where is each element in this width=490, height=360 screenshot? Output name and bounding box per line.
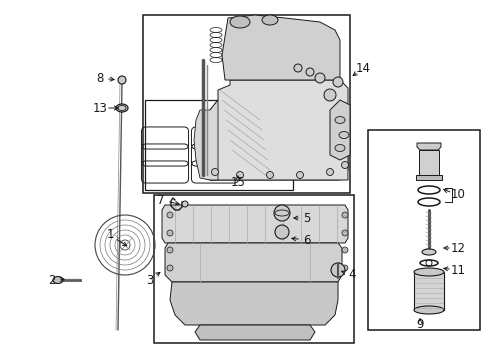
Ellipse shape — [414, 268, 444, 276]
Circle shape — [294, 64, 302, 72]
Polygon shape — [419, 150, 439, 175]
Polygon shape — [417, 143, 441, 150]
Bar — [154, 195, 354, 343]
Ellipse shape — [335, 117, 345, 123]
Bar — [368, 130, 480, 330]
Ellipse shape — [335, 144, 345, 152]
Circle shape — [306, 68, 314, 76]
Text: 11: 11 — [450, 264, 465, 276]
Text: 8: 8 — [97, 72, 104, 85]
Circle shape — [167, 247, 173, 253]
Circle shape — [326, 168, 334, 175]
Circle shape — [315, 73, 325, 83]
Text: 12: 12 — [450, 242, 465, 255]
Circle shape — [342, 162, 348, 168]
Polygon shape — [330, 100, 350, 160]
Circle shape — [182, 201, 188, 207]
Ellipse shape — [53, 276, 63, 284]
Circle shape — [342, 230, 348, 236]
Text: 10: 10 — [451, 189, 465, 202]
Circle shape — [167, 212, 173, 218]
Text: 13: 13 — [93, 102, 107, 114]
Polygon shape — [210, 80, 348, 180]
Ellipse shape — [339, 131, 349, 139]
Polygon shape — [416, 175, 442, 180]
Bar — [143, 15, 350, 193]
Circle shape — [275, 225, 289, 239]
Ellipse shape — [116, 104, 128, 112]
Text: 7: 7 — [157, 194, 165, 207]
Text: 1: 1 — [106, 229, 114, 242]
Text: 15: 15 — [231, 176, 245, 189]
Circle shape — [212, 168, 219, 175]
Text: 4: 4 — [348, 269, 356, 282]
Circle shape — [237, 171, 244, 179]
Text: 6: 6 — [303, 234, 311, 247]
Circle shape — [167, 230, 173, 236]
Polygon shape — [222, 15, 340, 80]
Ellipse shape — [230, 16, 250, 28]
Text: 9: 9 — [416, 319, 424, 332]
Circle shape — [118, 76, 126, 84]
Polygon shape — [162, 205, 348, 243]
Bar — [145, 100, 293, 190]
Circle shape — [342, 212, 348, 218]
Polygon shape — [194, 100, 218, 180]
Text: 3: 3 — [147, 274, 154, 287]
Ellipse shape — [262, 15, 278, 25]
Circle shape — [342, 265, 348, 271]
Ellipse shape — [414, 306, 444, 314]
Circle shape — [296, 171, 303, 179]
Polygon shape — [200, 155, 348, 180]
Text: 2: 2 — [48, 274, 56, 287]
Circle shape — [324, 89, 336, 101]
Circle shape — [267, 171, 273, 179]
Polygon shape — [414, 272, 444, 310]
Text: 14: 14 — [356, 62, 370, 75]
Circle shape — [342, 247, 348, 253]
Polygon shape — [165, 243, 342, 282]
Polygon shape — [195, 325, 315, 340]
Polygon shape — [170, 282, 338, 325]
Text: 5: 5 — [303, 211, 311, 225]
Circle shape — [333, 77, 343, 87]
Circle shape — [331, 263, 345, 277]
Circle shape — [167, 265, 173, 271]
Ellipse shape — [422, 249, 436, 255]
Circle shape — [274, 205, 290, 221]
